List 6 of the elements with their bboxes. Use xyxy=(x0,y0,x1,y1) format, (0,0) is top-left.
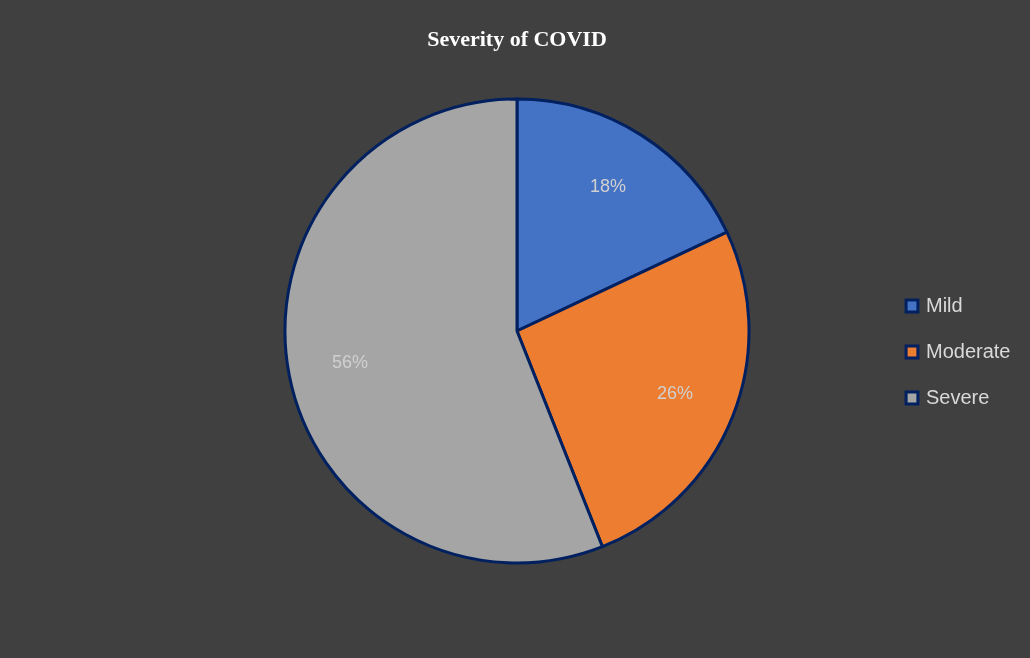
legend-label: Severe xyxy=(926,386,990,408)
data-label: 18% xyxy=(590,176,627,197)
data-label: 26% xyxy=(657,382,694,403)
legend-label: Moderate xyxy=(926,340,1011,362)
chart-title: Severity of COVID xyxy=(427,26,607,51)
legend-label: Mild xyxy=(926,294,963,316)
